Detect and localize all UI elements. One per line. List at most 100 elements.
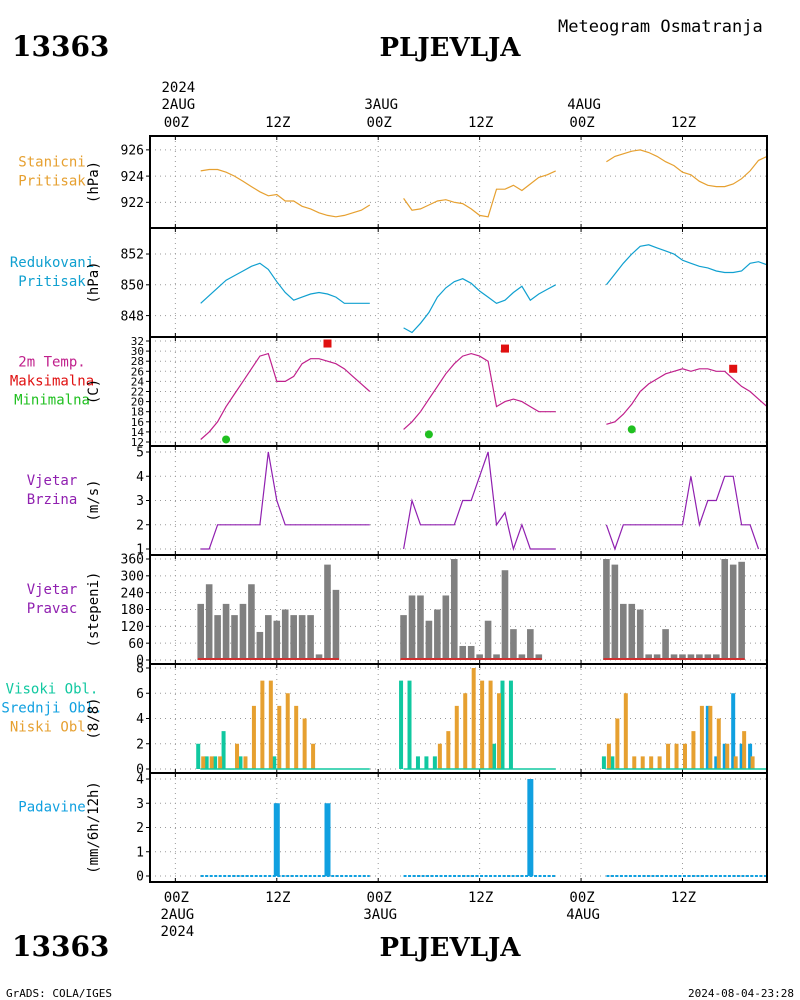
y-tick-label: 360 — [121, 553, 144, 568]
y-tick-label: 12 — [131, 436, 144, 449]
cloud-bar-low — [606, 743, 611, 769]
y-tick-label: 4 — [136, 470, 144, 485]
panel-clouds: 0 2 4 6 8 Visoki Obl. Srednji Obl. Niski Obl.(8… — [1, 662, 768, 778]
cloud-bar-low — [657, 756, 662, 769]
y-tick-label: 16 — [131, 416, 144, 429]
cloud-bar-low — [750, 756, 755, 769]
date-label-top: 4AUG — [567, 97, 601, 113]
cloud-bar-low — [235, 743, 240, 769]
cloud-bar-low — [302, 718, 307, 769]
direction-bar — [400, 615, 407, 660]
station-id-bottom: 13363 — [12, 930, 109, 963]
cloud-bar-low — [725, 743, 730, 769]
panel-frame — [149, 227, 768, 338]
series-line — [606, 368, 768, 425]
min-temp-marker — [222, 435, 231, 444]
direction-bar — [518, 654, 526, 660]
y-tick-label: 1 — [136, 543, 144, 558]
direction-bar — [636, 609, 644, 660]
cloud-bar-low — [733, 756, 738, 769]
series-line — [403, 170, 556, 218]
y-tick-label: 240 — [121, 586, 144, 601]
cloud-bar-high — [213, 756, 218, 769]
direction-bar — [205, 584, 213, 660]
date-label-bottom: 3AUG — [363, 907, 397, 923]
precip-bar — [273, 803, 280, 876]
direction-bar — [738, 561, 745, 660]
station-name-bottom: PLJEVLJA — [380, 933, 522, 963]
cloud-bar-low — [446, 731, 451, 769]
direction-bar — [307, 615, 314, 660]
cloud-bar-high — [601, 756, 606, 769]
cloud-bar-low — [632, 756, 637, 769]
y-tick-label: 180 — [121, 603, 144, 618]
y-tick-label: 852 — [121, 248, 144, 263]
y-tick-label: 2 — [136, 737, 144, 752]
cloud-bar-high — [500, 680, 505, 769]
tick-label-bottom: 12Z — [265, 890, 290, 906]
direction-bar — [611, 564, 619, 660]
panel-label: Redukovani — [10, 255, 94, 271]
series-line — [200, 168, 371, 218]
cloud-bar-low — [649, 756, 654, 769]
direction-bar — [476, 654, 483, 660]
tick-label-top: 00Z — [164, 115, 189, 131]
cloud-bar-low — [699, 705, 704, 769]
direction-bar — [721, 559, 729, 660]
panel-frame — [149, 772, 768, 883]
year-label-bottom: 2024 — [160, 924, 194, 940]
footer: 13363 PLJEVLJA GrADS: COLA/IGES 2024-08-… — [6, 930, 794, 1000]
cloud-bar-low — [277, 705, 282, 769]
timestamp-text: 2024-08-04-23:28 — [688, 987, 794, 1000]
direction-bar — [493, 654, 500, 660]
cloud-bar-low — [463, 693, 468, 769]
y-tick-label: 20 — [131, 396, 144, 409]
panel-label: Padavine — [18, 800, 85, 816]
cloud-bar-low — [437, 743, 442, 769]
panel-precipitation: 0 1 2 3 4 Padavine (mm/6h/12h) — [18, 772, 768, 885]
panel-unit-label: (m/s) — [86, 479, 102, 521]
direction-bar — [510, 629, 517, 660]
y-tick-label: 26 — [131, 365, 144, 378]
y-tick-label: 850 — [121, 278, 144, 293]
tick-label-top: 12Z — [265, 115, 290, 131]
direction-bar — [527, 629, 534, 660]
direction-bar — [425, 620, 433, 660]
direction-bar — [603, 559, 610, 660]
tick-label-top: 12Z — [671, 115, 696, 131]
direction-bar — [729, 564, 737, 660]
tick-label-bottom: 12Z — [468, 890, 493, 906]
max-temp-marker — [729, 364, 738, 373]
cloud-bar-low — [708, 705, 713, 769]
series-line — [403, 451, 556, 552]
direction-bar — [324, 564, 331, 660]
y-tick-label: 1 — [136, 845, 144, 860]
cloud-bar-low — [666, 743, 671, 769]
y-tick-label: 300 — [121, 570, 144, 585]
series-line — [606, 149, 768, 188]
tick-label-top: 00Z — [569, 115, 594, 131]
cloud-bar-high — [399, 680, 404, 769]
direction-bar — [628, 603, 636, 660]
direction-bar — [501, 570, 509, 660]
direction-bar — [248, 584, 255, 660]
cloud-bar-high — [221, 731, 226, 769]
direction-bar — [535, 654, 543, 660]
direction-bar — [620, 603, 627, 660]
direction-bar — [459, 645, 467, 660]
direction-bar — [662, 629, 669, 660]
y-tick-label: 4 — [136, 773, 144, 788]
series-line — [200, 262, 370, 304]
date-label-bottom: 2AUG — [160, 907, 194, 923]
panel-station_pressure: 922 924 926 Stanicni Pritisak (hPa) — [18, 135, 768, 229]
direction-bar — [450, 559, 458, 660]
direction-bar — [653, 654, 661, 660]
cloud-bar-high — [204, 756, 209, 769]
direction-bar — [704, 654, 712, 660]
cloud-bar-low — [623, 693, 628, 769]
direction-bar — [434, 609, 441, 660]
cloud-bar-low — [471, 668, 476, 769]
